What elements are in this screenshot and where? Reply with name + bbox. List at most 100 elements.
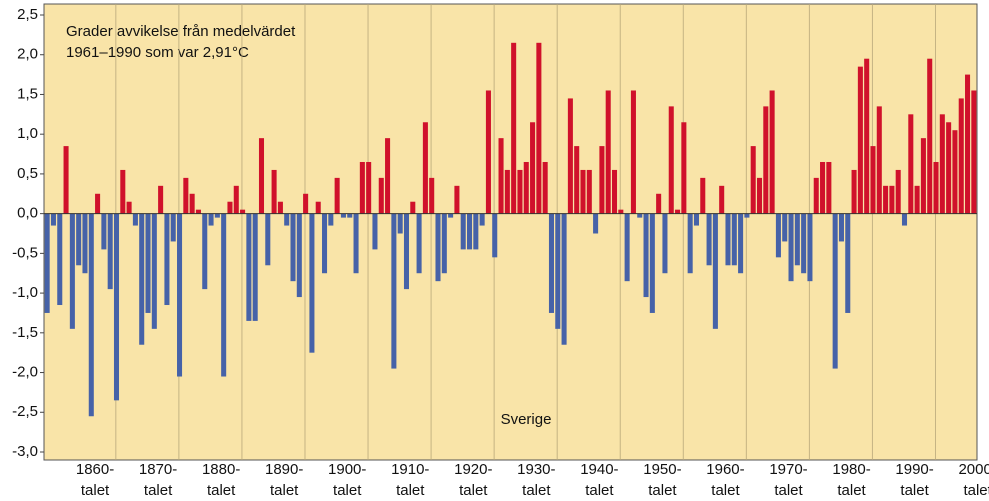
x-tick-label: 1910-: [391, 461, 429, 478]
bar: [611, 169, 618, 214]
x-tick-label: talet: [333, 482, 362, 499]
x-tick-label: 1890-: [265, 461, 303, 478]
x-tick-label: talet: [81, 482, 110, 499]
bar: [164, 213, 170, 306]
bar: [920, 138, 926, 214]
x-tick-label: talet: [648, 482, 677, 499]
bar: [649, 213, 655, 313]
bar: [189, 193, 195, 214]
bar: [50, 213, 56, 226]
bar: [536, 42, 542, 214]
bar: [750, 146, 756, 214]
bar: [712, 213, 718, 329]
bar: [63, 146, 69, 214]
bar: [914, 185, 920, 214]
x-tick-label: 1960-: [706, 461, 744, 478]
bar: [397, 213, 403, 234]
bar: [618, 209, 624, 214]
bar: [296, 213, 302, 298]
bar: [271, 169, 277, 214]
x-tick-label: 1900-: [328, 461, 366, 478]
bar: [315, 201, 321, 214]
bar: [517, 169, 523, 214]
x-tick-label: talet: [963, 482, 989, 499]
bar: [403, 213, 410, 290]
bar: [353, 213, 359, 274]
bar: [675, 209, 681, 214]
bar: [177, 213, 183, 377]
bar: [946, 122, 952, 214]
bar: [290, 213, 296, 282]
bar: [555, 213, 561, 329]
bar: [202, 213, 208, 290]
bar: [391, 213, 397, 369]
y-tick-label: 1,0: [17, 125, 38, 142]
bar: [385, 138, 391, 214]
bar: [511, 42, 517, 214]
bar: [851, 169, 857, 214]
bar: [637, 213, 643, 218]
bar: [731, 213, 737, 266]
x-tick-label: talet: [837, 482, 866, 499]
y-tick-label: -2,5: [12, 403, 38, 420]
bar: [719, 185, 725, 214]
bar: [895, 169, 901, 214]
bar: [542, 161, 548, 214]
bar: [681, 122, 687, 214]
bar: [435, 213, 441, 282]
bar: [265, 213, 271, 266]
bar: [687, 213, 693, 274]
bar: [857, 66, 863, 214]
bar: [832, 213, 838, 369]
bar: [530, 122, 536, 214]
plot-background: [43, 3, 978, 461]
x-tick-label: 1860-: [76, 461, 114, 478]
bar: [76, 213, 82, 266]
bar: [82, 213, 88, 274]
bar: [454, 185, 460, 214]
bar: [643, 213, 649, 298]
bar: [44, 213, 50, 313]
bar: [933, 161, 939, 214]
bar: [214, 213, 220, 218]
bar: [378, 177, 384, 214]
bar: [258, 138, 265, 214]
bar: [725, 213, 731, 266]
bar: [448, 213, 454, 218]
bar: [927, 58, 933, 214]
bar: [769, 90, 775, 214]
bar: [624, 213, 630, 282]
bar: [908, 114, 914, 214]
bar: [120, 169, 126, 214]
bar: [958, 98, 964, 214]
bar: [567, 98, 573, 214]
bar: [593, 213, 599, 234]
bar: [139, 213, 145, 345]
bar: [485, 90, 491, 214]
bar: [221, 213, 227, 377]
bar: [820, 161, 826, 214]
bar: [132, 213, 138, 226]
bar: [460, 213, 466, 250]
bar: [107, 213, 113, 290]
x-tick-label: talet: [900, 482, 929, 499]
bar: [422, 122, 428, 214]
y-tick-label: 0,0: [17, 205, 38, 222]
chart-title: 1961–1990 som var 2,91°C: [66, 44, 249, 61]
bar: [574, 146, 580, 214]
bar: [101, 213, 107, 250]
bar: [246, 213, 252, 321]
bar: [801, 213, 807, 274]
bar: [883, 185, 889, 214]
bar: [183, 177, 189, 214]
bar: [788, 213, 794, 282]
x-tick-label: talet: [711, 482, 740, 499]
bar: [782, 213, 788, 242]
bar: [548, 213, 554, 313]
x-tick-label: 2000-: [958, 461, 989, 478]
x-tick-label: talet: [270, 482, 299, 499]
annotation: Sverige: [501, 411, 552, 428]
bar: [479, 213, 485, 226]
bar: [359, 161, 365, 214]
